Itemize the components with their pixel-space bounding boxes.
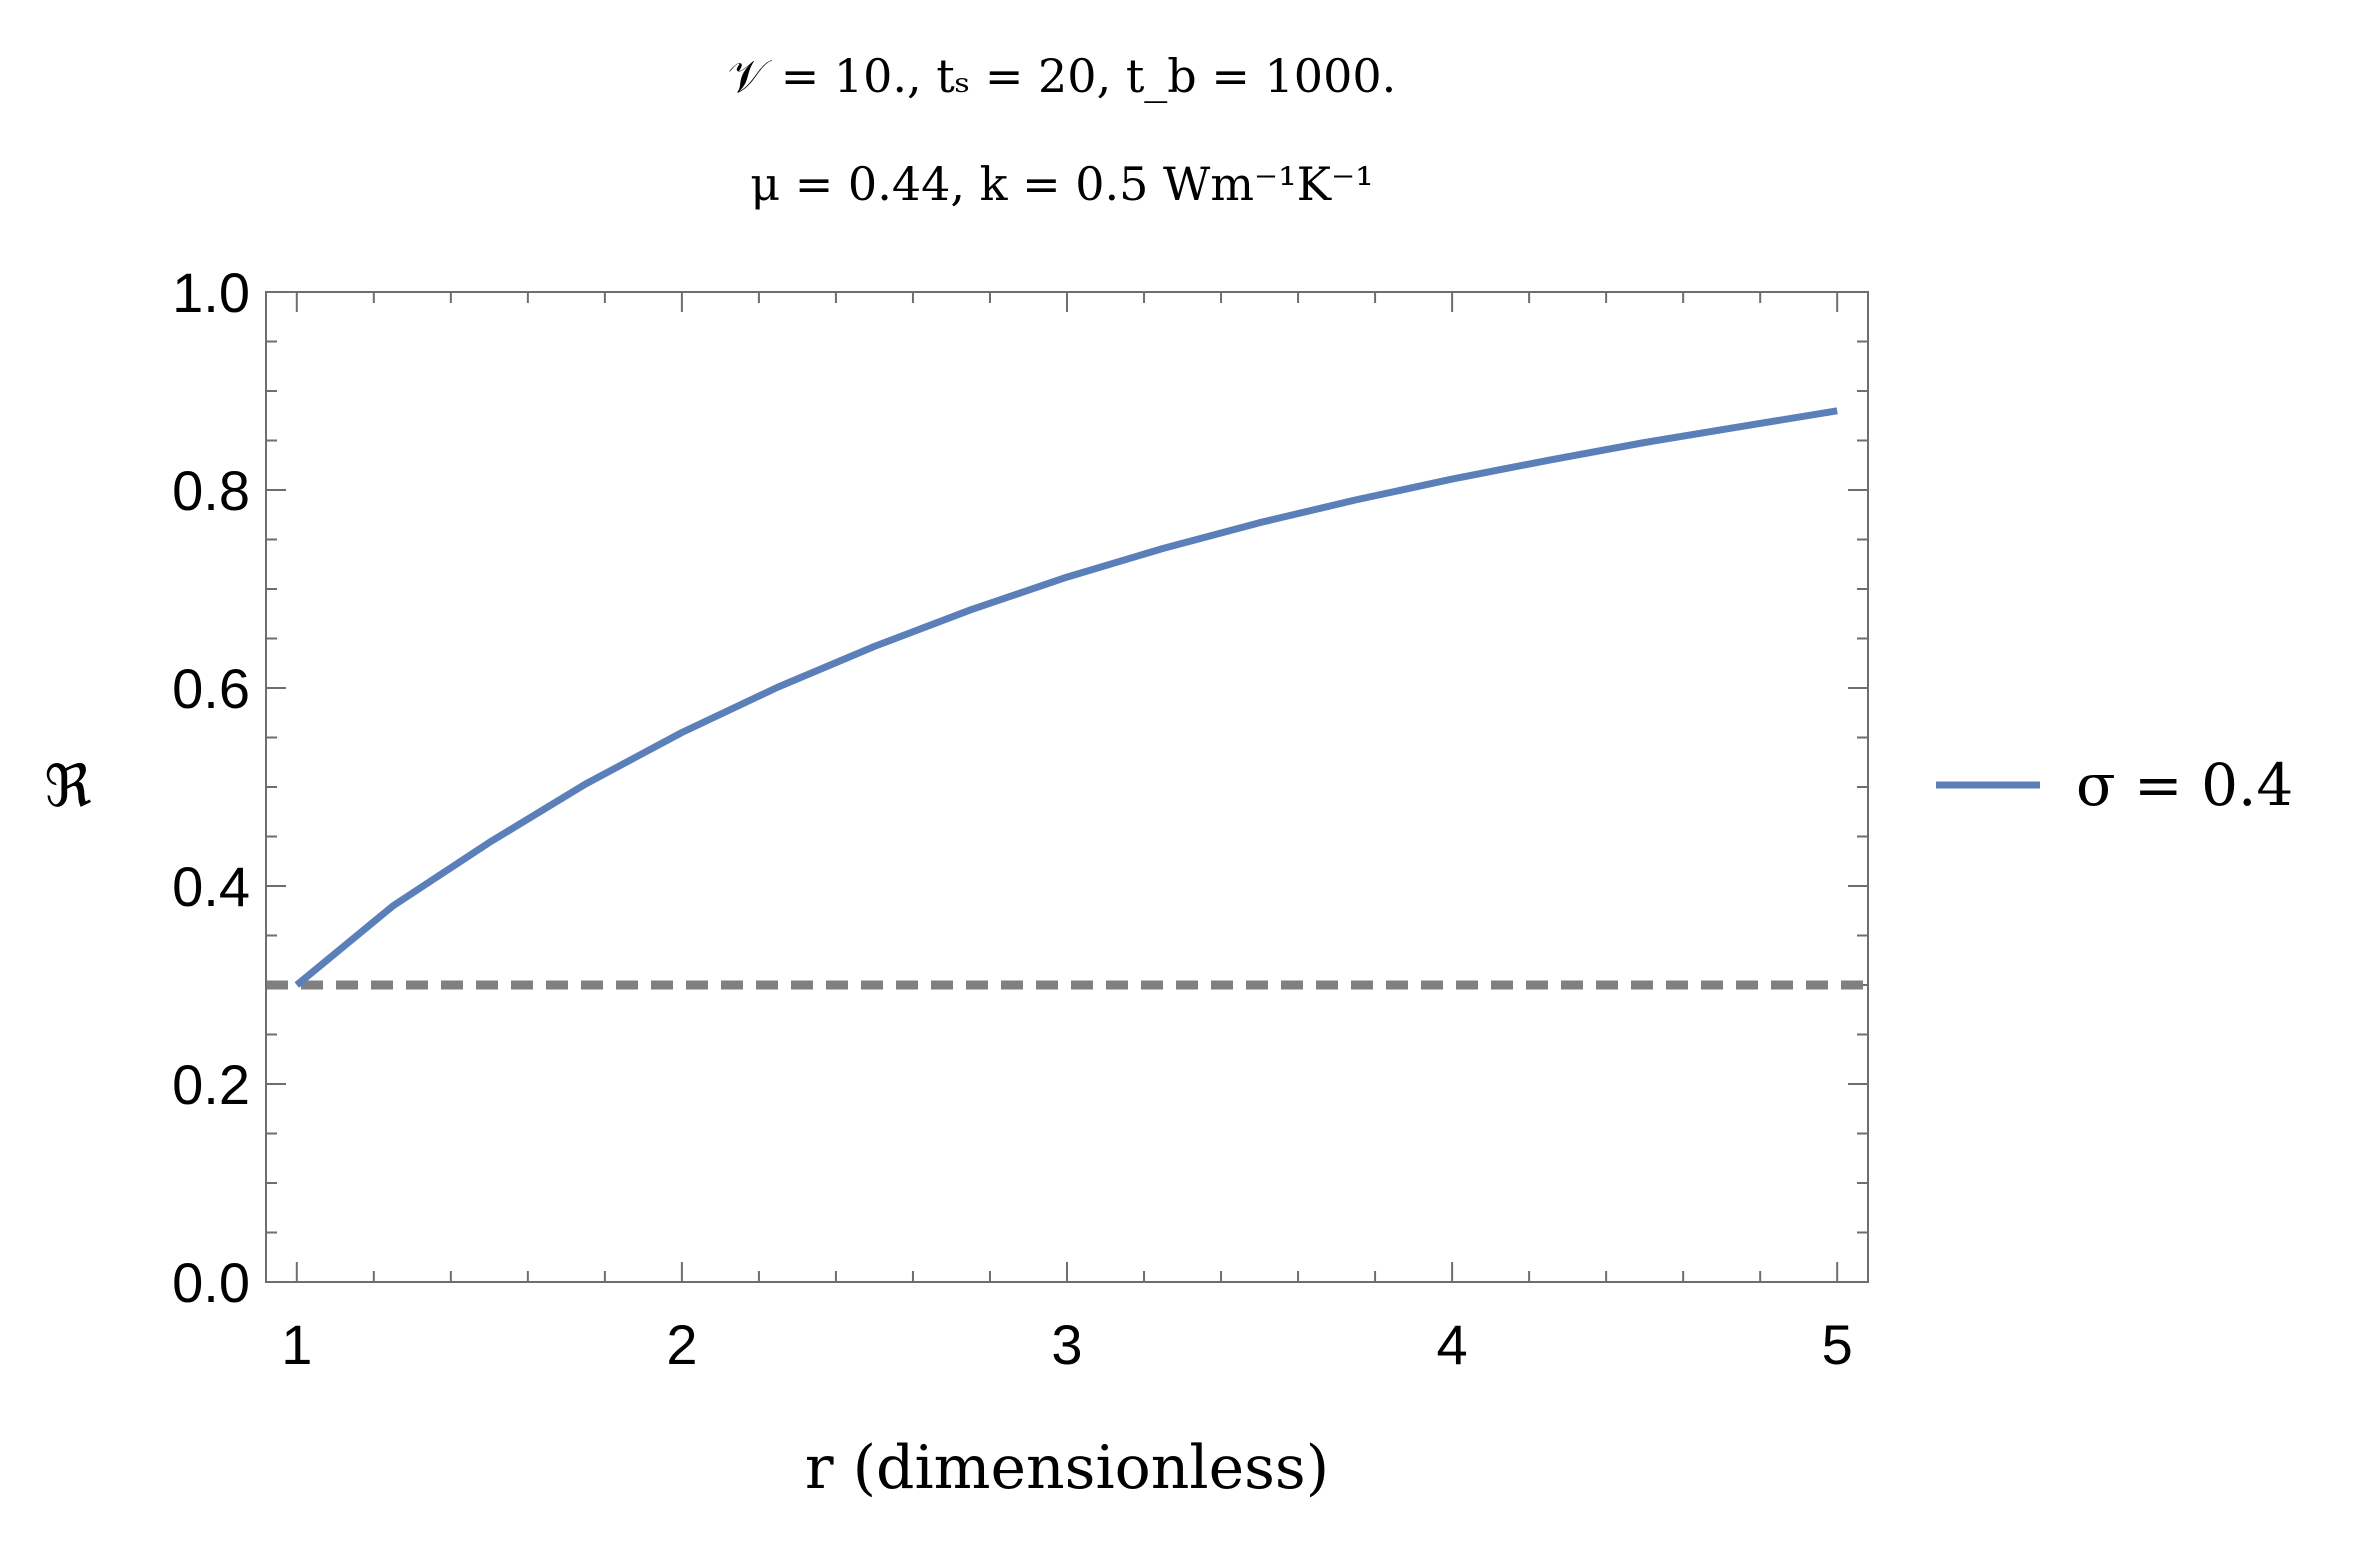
x-tick-label: 1 (281, 1313, 312, 1376)
plot-frame (265, 291, 1869, 1283)
legend-label: σ = 0.4 (2076, 751, 2293, 819)
y-tick-label: 1.0 (172, 261, 250, 324)
x-tick-label: 4 (1437, 1313, 1468, 1376)
title-line-1: 𝒱 = 10., tₛ = 20, t_b = 1000. (728, 49, 1396, 103)
legend: σ = 0.4 (1936, 751, 2293, 819)
y-axis-label: ℜ (44, 752, 91, 820)
y-tick-label: 0.0 (172, 1251, 250, 1314)
x-tick-label: 2 (666, 1313, 697, 1376)
x-tick-label: 3 (1051, 1313, 1082, 1376)
y-tick-label: 0.2 (172, 1053, 250, 1116)
y-tick-label: 0.4 (172, 855, 250, 918)
chart-title: 𝒱 = 10., tₛ = 20, t_b = 1000. μ = 0.44, k… (728, 49, 1396, 211)
x-axis-label: r (dimensionless) (805, 1433, 1329, 1503)
tick-labels: 1 2 3 4 5 0.0 0.2 0.4 0.6 0.8 1.0 (172, 261, 1853, 1376)
plot-marks (266, 407, 1868, 990)
axis-ticks (266, 291, 1868, 1283)
title-line-2: μ = 0.44, k = 0.5 Wm⁻¹K⁻¹ (750, 157, 1374, 211)
series-line (294, 407, 1838, 988)
y-tick-label: 0.6 (172, 657, 250, 720)
y-tick-label: 0.8 (172, 459, 250, 522)
x-tick-label: 5 (1822, 1313, 1853, 1376)
